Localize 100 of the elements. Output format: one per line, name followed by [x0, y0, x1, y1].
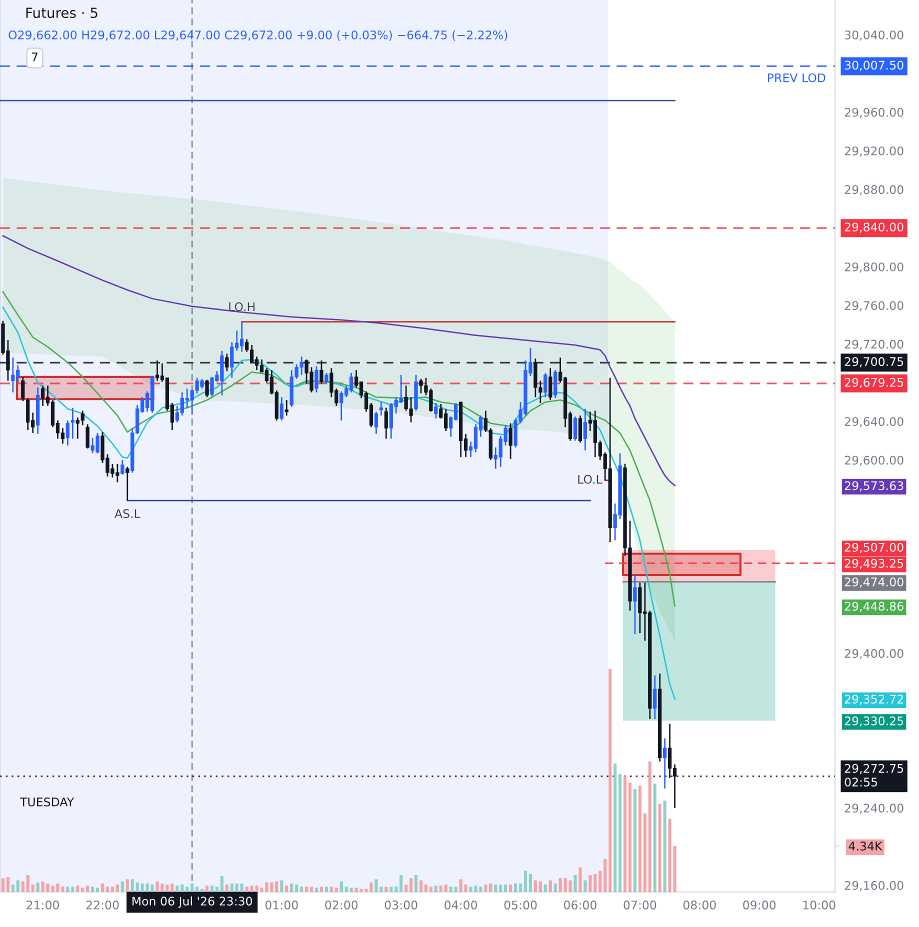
ref-line-label: 29,700.75: [844, 357, 904, 368]
candlestick: [434, 402, 438, 420]
bar: [290, 884, 294, 892]
bar: [91, 886, 94, 892]
bar: [330, 886, 333, 892]
bar: [275, 881, 278, 892]
y-tick-label: 29,600.00: [844, 456, 904, 466]
bar: [196, 886, 199, 892]
y-tick-label: 29,352.72: [844, 694, 903, 705]
bar: [140, 884, 144, 892]
x-tick-label: 01:00: [265, 900, 298, 910]
bar: [534, 880, 537, 892]
bar: [96, 888, 100, 892]
candlestick: [86, 424, 90, 450]
bar: [484, 884, 488, 892]
y-tick-label: 29,493.25: [844, 558, 904, 570]
annotation: TUESDAY: [20, 797, 74, 806]
bar: [394, 886, 398, 892]
bar: [574, 875, 577, 892]
candlestick: [554, 369, 558, 399]
annotation: PREV LOD: [768, 73, 826, 82]
y-tick-label: 29,880.00: [844, 185, 904, 196]
ref-line-label: Mon 06 Jul '26 23:30: [132, 896, 252, 908]
x-tick-label: 09:00: [743, 900, 776, 910]
bar: [409, 878, 413, 892]
bar: [86, 886, 90, 892]
x-tick-label: 04:00: [444, 900, 478, 910]
candlestick: [653, 674, 657, 720]
bar: [240, 884, 244, 892]
series-label: LO.L: [578, 474, 602, 484]
bar: [538, 881, 542, 892]
y-tick-label: 4.34K: [848, 842, 882, 851]
y-tick-label: 29,760.00: [844, 301, 904, 312]
candlestick: [662, 738, 667, 790]
candlestick: [314, 366, 318, 394]
candlestick: [126, 466, 130, 502]
y-tick-label: 29,960.00: [844, 108, 904, 118]
bar: [594, 874, 597, 892]
bar: [210, 886, 214, 892]
candlestick: [280, 396, 284, 422]
bar: [384, 886, 388, 892]
bar: [190, 884, 194, 892]
y-tick-label: 29,800.00: [844, 262, 904, 273]
bar: [608, 669, 612, 892]
bar: [170, 884, 174, 892]
bar: [509, 884, 512, 892]
bar: [648, 761, 652, 892]
bar: [548, 880, 552, 892]
bar: [658, 804, 662, 892]
candlestick: [548, 368, 552, 401]
y-tick-label: 29,400.00: [844, 649, 904, 660]
bar: [524, 870, 528, 892]
bar: [26, 875, 30, 892]
bar: [444, 884, 448, 892]
bar: [390, 886, 393, 892]
bar: [81, 888, 84, 892]
bar: [300, 886, 304, 892]
candlestick: [374, 410, 378, 435]
bar: [638, 786, 642, 892]
candlestick: [633, 573, 637, 635]
bar: [643, 813, 646, 892]
bar: [31, 884, 34, 892]
bar: [588, 875, 592, 892]
bar: [21, 881, 24, 892]
bar: [36, 882, 40, 892]
bar: [66, 886, 70, 892]
y-tick-label: 29,640.00: [844, 417, 904, 428]
bar: [528, 874, 532, 892]
bar: [71, 886, 74, 892]
bar: [663, 800, 666, 892]
bar: [380, 886, 383, 892]
bar: [623, 776, 627, 892]
candlestick: [284, 399, 288, 416]
bar: [110, 886, 114, 892]
candlestick: [205, 379, 209, 398]
bar: [454, 886, 458, 892]
x-tick-label: 05:00: [504, 900, 537, 910]
bar: [434, 886, 438, 892]
bar: [126, 879, 129, 892]
bar: [100, 884, 104, 892]
y-tick-label: 30,040.00: [844, 30, 904, 41]
bar: [130, 879, 134, 892]
annotation: 7: [32, 52, 38, 62]
x-tick-label: 03:00: [384, 900, 418, 910]
bar: [614, 764, 617, 892]
bar: [1, 878, 5, 892]
bar: [344, 886, 348, 892]
bar: [424, 884, 428, 892]
bar: [350, 888, 353, 892]
bar: [419, 880, 423, 892]
y-tick-label: 29,160.00: [844, 880, 904, 892]
y-tick-label: 29,240.00: [844, 804, 904, 814]
bar: [429, 886, 432, 892]
bar: [494, 884, 498, 892]
candlestick: [21, 376, 25, 402]
bar: [404, 884, 408, 892]
candlestick: [324, 372, 328, 384]
bar: [439, 886, 442, 892]
bar: [504, 884, 508, 892]
bar: [180, 884, 184, 892]
